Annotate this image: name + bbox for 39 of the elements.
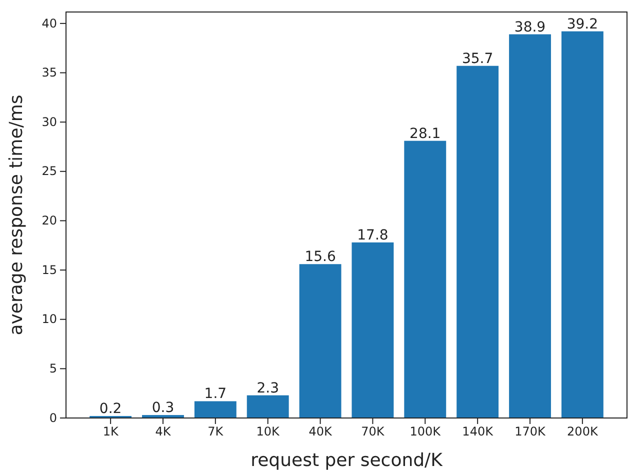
y-tick-label: 0 <box>49 410 57 425</box>
x-tick-label: 140K <box>462 424 494 439</box>
data-label: 15.6 <box>304 249 336 266</box>
x-tick-label: 40K <box>308 424 333 439</box>
y-tick-label: 10 <box>42 312 57 326</box>
bar <box>456 66 499 418</box>
data-label: 0.2 <box>99 401 122 418</box>
data-label: 39.2 <box>566 16 598 32</box>
y-tick-label: 20 <box>42 214 57 228</box>
data-label: 0.3 <box>152 400 174 416</box>
y-tick-label: 40 <box>42 16 57 30</box>
bar <box>352 242 394 418</box>
x-tick-label: 70K <box>361 424 386 439</box>
bar <box>404 140 446 418</box>
x-tick-label: 200K <box>567 424 599 439</box>
y-tick-label: 15 <box>42 262 57 277</box>
bar <box>509 34 551 418</box>
data-label: 38.9 <box>514 19 546 36</box>
bar <box>561 31 604 418</box>
y-tick-label: 30 <box>42 114 57 129</box>
bar <box>299 264 342 418</box>
x-tick-label: 170K <box>514 424 547 439</box>
x-tick-label: 4K <box>155 424 172 439</box>
x-tick-label: 1K <box>102 424 120 439</box>
data-label: 35.7 <box>462 50 494 67</box>
y-tick-label: 25 <box>42 164 57 178</box>
x-tick-label: 10K <box>256 424 281 439</box>
data-label: 17.8 <box>357 227 388 244</box>
y-axis-title: average response time/ms <box>6 94 27 336</box>
x-tick-label: 7K <box>208 424 224 439</box>
data-label: 28.1 <box>410 126 441 142</box>
y-tick-label: 5 <box>49 362 57 376</box>
bar <box>246 395 289 418</box>
bar <box>194 401 236 418</box>
data-label: 1.7 <box>204 386 227 402</box>
data-label: 2.3 <box>256 380 279 396</box>
x-axis-title: request per second/K <box>250 450 444 470</box>
x-tick-label: 100K <box>410 424 442 439</box>
y-tick-label: 35 <box>42 66 57 80</box>
